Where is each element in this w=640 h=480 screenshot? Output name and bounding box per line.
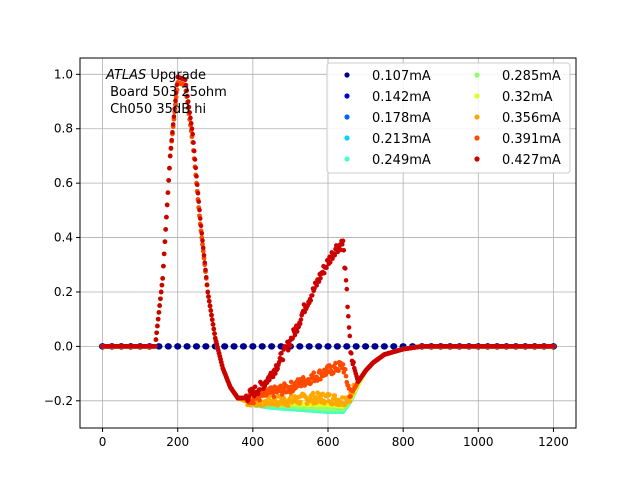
data-point: [340, 362, 346, 367]
data-point: [343, 373, 349, 379]
data-point: [174, 343, 182, 350]
data-point: [348, 394, 353, 399]
data-point: [322, 399, 328, 405]
data-point: [159, 282, 165, 288]
data-point: [183, 82, 189, 88]
data-point: [167, 165, 172, 171]
data-point: [352, 343, 360, 350]
data-point: [156, 310, 162, 315]
data-point: [158, 296, 163, 302]
data-point: [172, 106, 177, 111]
data-point: [167, 153, 173, 159]
data-point: [258, 343, 266, 350]
data-point: [172, 109, 177, 115]
data-point: [239, 343, 248, 350]
data-point: [185, 93, 190, 99]
data-point: [164, 202, 170, 208]
data-point: [292, 394, 298, 399]
data-point: [308, 380, 314, 386]
data-point: [155, 343, 163, 350]
data-point: [164, 214, 169, 220]
data-point: [330, 370, 336, 376]
data-point: [173, 94, 179, 100]
data-point: [221, 343, 229, 350]
data-point: [251, 400, 256, 406]
data-point: [380, 343, 388, 350]
data-point: [152, 344, 158, 349]
data-point: [305, 343, 313, 350]
data-point: [200, 242, 205, 247]
data-point: [336, 368, 341, 374]
data-point: [249, 343, 257, 350]
data-point: [169, 137, 174, 143]
data-point: [323, 372, 329, 378]
data-point: [371, 343, 379, 350]
data-point: [160, 276, 165, 281]
data-point: [314, 400, 320, 405]
data-point: [296, 343, 304, 350]
data-point: [155, 323, 160, 329]
data-point: [343, 343, 351, 350]
data-point: [153, 337, 159, 342]
data-point: [157, 303, 162, 308]
data-point: [173, 102, 178, 107]
data-point: [171, 114, 177, 119]
data-point: [192, 343, 201, 350]
data-point: [162, 239, 168, 244]
data-point: [347, 398, 353, 404]
data-point: [279, 392, 285, 397]
data-point: [327, 392, 332, 398]
data-point: [155, 316, 161, 322]
data-point: [164, 343, 172, 350]
data-point: [173, 98, 178, 104]
data-point: [165, 190, 171, 195]
data-point: [324, 343, 332, 350]
data-point: [333, 343, 341, 350]
data-point: [170, 122, 176, 127]
data-point: [154, 330, 159, 336]
data-point: [268, 343, 276, 350]
data-point: [184, 88, 190, 93]
data-point: [271, 394, 277, 399]
data-point: [390, 343, 398, 350]
data-point: [230, 343, 238, 350]
data-point: [173, 90, 179, 96]
data-point: [183, 343, 191, 350]
data-point: [285, 403, 291, 409]
data-point: [361, 343, 370, 350]
data-marks: [98, 74, 558, 414]
data-point: [288, 379, 294, 385]
data-point: [168, 145, 174, 151]
data-point: [200, 248, 206, 254]
data-point: [342, 367, 348, 372]
data-point: [332, 393, 338, 398]
data-point: [333, 360, 338, 366]
data-point: [202, 343, 210, 350]
data-point: [161, 251, 167, 257]
data-point: [310, 390, 316, 396]
data-point: [170, 129, 175, 135]
data-point: [163, 227, 168, 232]
data-point: [158, 289, 164, 295]
data-point: [297, 399, 303, 405]
series-0.427mA: [100, 74, 556, 404]
data-point: [174, 82, 180, 88]
data-point: [311, 370, 317, 376]
data-point: [315, 343, 323, 350]
data-point: [182, 77, 188, 83]
data-point: [161, 263, 166, 269]
data-point: [166, 178, 171, 183]
data-point: [257, 397, 262, 403]
data-point: [327, 364, 333, 370]
